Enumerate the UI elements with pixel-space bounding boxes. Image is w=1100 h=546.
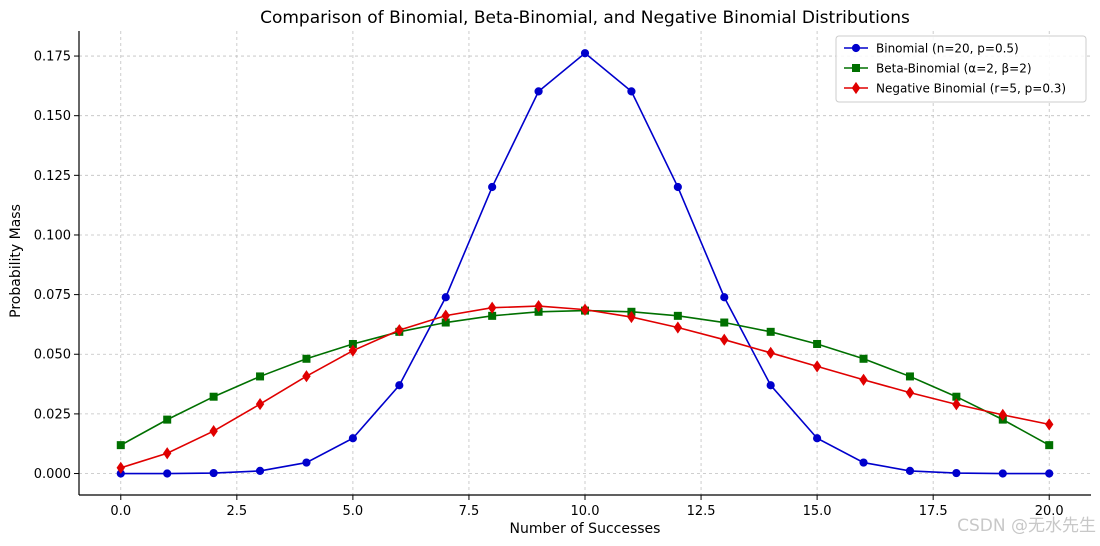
legend-label: Binomial (n=20, p=0.5) (876, 42, 1019, 56)
data-point (766, 346, 775, 359)
axes-layer: 0.0 2.5 5.0 7.5 10.0 12.5 15.0 17.5 20.0 0.000 0.0… (34, 31, 1091, 519)
x-axis-label: Number of Successes (510, 521, 661, 537)
y-tick-label: 0.150 (34, 109, 71, 124)
data-point (256, 372, 265, 381)
data-point (348, 434, 357, 443)
data-point (720, 333, 729, 346)
x-tick-label: 7.5 (459, 504, 480, 519)
x-tick-label: 0.0 (110, 504, 131, 519)
legend-box (835, 35, 1087, 103)
data-point (905, 372, 914, 381)
data-point (255, 466, 265, 476)
data-point (859, 373, 868, 386)
data-point (209, 468, 218, 478)
data-point (952, 468, 961, 478)
data-point (395, 324, 404, 337)
data-point (812, 360, 822, 373)
legend-marker (852, 64, 860, 72)
data-point (580, 303, 590, 316)
data-point (441, 293, 450, 302)
data-point (1045, 418, 1054, 431)
series-binomial (116, 49, 1054, 478)
data-point (952, 398, 961, 411)
x-tick-label: 12.5 (687, 504, 716, 519)
legend: Binomial (n=20, p=0.5) Beta-Binomial (α=2… (835, 35, 1087, 103)
data-point (766, 381, 775, 390)
data-point (209, 392, 218, 401)
data-point (162, 447, 172, 460)
legend-item-beta-binomial: Beta-Binomial (α=2, β=2) (844, 62, 1032, 76)
legend-label: Beta-Binomial (α=2, β=2) (876, 62, 1032, 76)
data-point (395, 381, 404, 390)
data-point (487, 301, 497, 314)
legend-item-negative-binomial: Negative Binomial (r=5, p=0.3) (844, 82, 1066, 96)
data-point (673, 311, 682, 320)
y-tick-label: 0.125 (34, 169, 71, 184)
data-point (441, 309, 450, 322)
data-point (627, 87, 636, 96)
data-point (209, 424, 218, 438)
data-point (673, 321, 683, 334)
y-tick-label: 0.050 (34, 348, 71, 363)
data-point (673, 182, 682, 192)
grid-layer (79, 31, 1091, 495)
data-point (163, 415, 172, 424)
series-layer (116, 49, 1054, 478)
x-tick-label: 15.0 (803, 504, 832, 519)
data-point (859, 354, 868, 363)
data-point (1045, 469, 1054, 478)
data-point (116, 461, 125, 474)
data-point (255, 398, 265, 411)
y-tick-label: 0.175 (34, 50, 71, 65)
x-tick-label: 17.5 (919, 504, 948, 519)
data-point (813, 434, 822, 443)
data-point (998, 469, 1007, 478)
data-point (580, 49, 590, 58)
legend-marker (851, 81, 861, 95)
x-tick-label: 5.0 (343, 504, 364, 519)
y-tick-label: 0.100 (34, 228, 71, 243)
series-negative-binomial (116, 299, 1054, 474)
watermark: CSDN @无水先生 (957, 516, 1096, 536)
y-tick-label: 0.000 (34, 467, 71, 482)
data-point (302, 370, 311, 383)
legend-label: Negative Binomial (r=5, p=0.3) (876, 82, 1066, 96)
data-point (720, 318, 729, 327)
data-point (302, 354, 311, 363)
legend-item-binomial: Binomial (n=20, p=0.5) (844, 42, 1019, 56)
y-tick-label: 0.075 (34, 288, 71, 303)
data-point (116, 441, 125, 450)
x-tick-label: 20.0 (1035, 504, 1064, 519)
data-point (998, 408, 1008, 421)
y-axis-label: Probability Mass (8, 204, 24, 318)
data-point (813, 339, 822, 348)
data-point (348, 344, 358, 357)
data-point (163, 469, 172, 478)
data-point (720, 293, 729, 302)
data-point (627, 310, 636, 324)
chart-title: Comparison of Binomial, Beta-Binomial, a… (260, 8, 910, 28)
data-point (905, 466, 915, 476)
data-point (859, 458, 868, 467)
data-point (534, 87, 543, 96)
x-tick-label: 2.5 (226, 504, 247, 519)
data-point (534, 299, 543, 313)
x-tick-label: 10.0 (571, 504, 600, 519)
data-point (766, 327, 775, 336)
data-point (1045, 441, 1054, 450)
data-point (488, 182, 497, 192)
legend-marker (851, 43, 861, 53)
data-point (905, 386, 915, 399)
y-tick-label: 0.025 (34, 407, 71, 422)
data-point (302, 458, 311, 467)
